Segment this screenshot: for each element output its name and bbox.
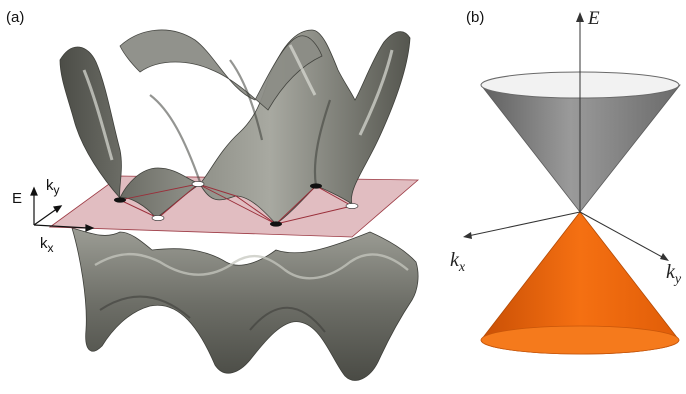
panel-b-label: (b) bbox=[466, 9, 484, 26]
dirac-point bbox=[191, 181, 205, 187]
ky-axis-line-b bbox=[579, 211, 665, 259]
ky-axis-label-main: k bbox=[46, 177, 54, 194]
lower-cone-base bbox=[480, 325, 680, 355]
ky-axis-line bbox=[33, 207, 59, 226]
kx-axis-label-sub: x bbox=[48, 241, 54, 255]
kx-axis-label-b-main: k bbox=[450, 249, 460, 271]
ky-axis-label: ky bbox=[46, 177, 60, 197]
dirac-point bbox=[345, 203, 359, 209]
e-axis-label: E bbox=[12, 190, 22, 207]
dirac-contour-2 bbox=[119, 183, 353, 225]
kx-axis-line-b bbox=[467, 211, 581, 237]
kx-axis-label-main: k bbox=[40, 235, 48, 252]
ky-axis-label-b: ky bbox=[666, 261, 682, 287]
axis-triad-a bbox=[30, 186, 95, 232]
ky-axis-arrowhead-b bbox=[660, 253, 669, 261]
dirac-point bbox=[114, 197, 126, 203]
lower-band-ridge bbox=[94, 252, 409, 280]
kx-axis-label-b: kx bbox=[450, 249, 466, 275]
e-axis-label-b: E bbox=[587, 8, 600, 29]
panel-a-label: (a) bbox=[6, 9, 24, 26]
ky-axis-label-b-main: k bbox=[666, 261, 676, 283]
ky-axis-arrowhead bbox=[53, 205, 63, 214]
ky-axis-label-sub: y bbox=[54, 183, 60, 197]
ky-axis-label-b-sub: y bbox=[673, 272, 682, 287]
kx-axis-label: kx bbox=[40, 235, 54, 255]
e-axis-arrowhead-b bbox=[576, 12, 584, 22]
e-axis-arrowhead bbox=[30, 186, 38, 196]
kx-axis-line bbox=[33, 224, 89, 229]
panel-b: (b) E kx ky bbox=[450, 8, 682, 355]
upper-band-highlight bbox=[82, 44, 394, 161]
upper-band-fold bbox=[149, 59, 332, 187]
kx-axis-label-b-sub: x bbox=[458, 260, 466, 275]
dirac-point bbox=[270, 221, 282, 227]
dirac-point bbox=[151, 215, 165, 221]
dirac-point bbox=[310, 183, 322, 189]
kx-axis-arrowhead bbox=[85, 224, 95, 232]
kx-axis-arrowhead-b bbox=[463, 232, 472, 239]
lower-band-surface bbox=[71, 227, 419, 381]
upper-band-back bbox=[119, 29, 323, 111]
panel-a: (a) E ky bbox=[6, 9, 420, 381]
lower-band-shadow bbox=[99, 295, 326, 333]
